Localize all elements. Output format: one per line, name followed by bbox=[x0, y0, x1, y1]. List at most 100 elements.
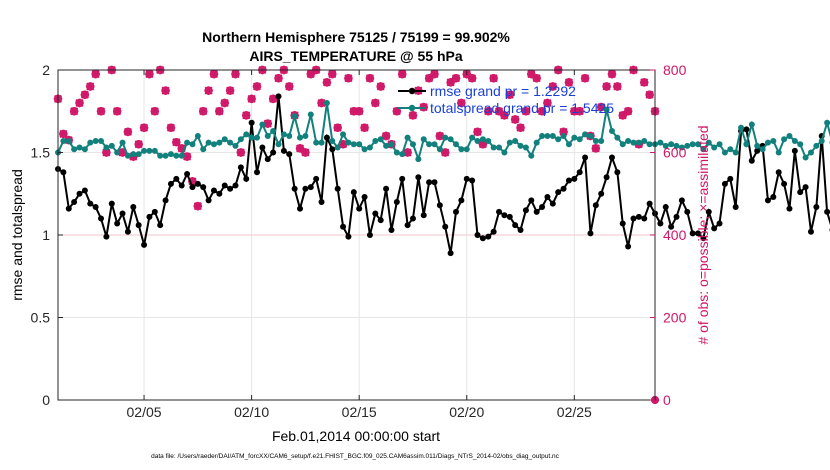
rmse-point bbox=[393, 199, 400, 205]
y-tick-label-left: 1.5 bbox=[31, 145, 51, 161]
totalspread-point bbox=[592, 137, 599, 144]
obs-assimilated-point bbox=[424, 74, 434, 83]
totalspread-point bbox=[323, 100, 330, 106]
obs-assimilated-point bbox=[59, 129, 68, 139]
rmse-point bbox=[377, 217, 384, 224]
obs-assimilated-point bbox=[69, 107, 79, 116]
rmse-point bbox=[205, 197, 212, 204]
totalspread-point bbox=[307, 111, 314, 118]
totalspread-point bbox=[366, 144, 373, 151]
rmse-point bbox=[791, 147, 798, 154]
rmse-point bbox=[630, 215, 637, 222]
obs-assimilated-point bbox=[236, 148, 246, 157]
rmse-point bbox=[442, 223, 449, 230]
rmse-point bbox=[673, 213, 680, 220]
totalspread-point bbox=[802, 154, 809, 161]
totalspread-point bbox=[178, 152, 185, 159]
y-tick-label-left: 0.5 bbox=[31, 310, 51, 326]
totalspread-point bbox=[512, 137, 519, 144]
rmse-point bbox=[194, 180, 201, 187]
rmse-point bbox=[340, 223, 347, 230]
obs-assimilated-point bbox=[220, 98, 229, 108]
rmse-point bbox=[200, 184, 207, 191]
obs-assimilated-point bbox=[478, 140, 488, 149]
totalspread-point bbox=[781, 136, 788, 143]
totalspread-point bbox=[678, 144, 685, 151]
rmse-point bbox=[130, 203, 137, 210]
rmse-point bbox=[635, 213, 642, 220]
obs-assimilated-point bbox=[274, 74, 283, 83]
rmse-point bbox=[87, 200, 94, 207]
obs-assimilated-point bbox=[188, 177, 197, 186]
rmse-point bbox=[695, 230, 702, 237]
obs-assimilated-point bbox=[398, 69, 407, 79]
rmse-point bbox=[705, 208, 712, 215]
rmse-point bbox=[323, 134, 330, 141]
y-axis-left-label: rmse and totalspread bbox=[9, 169, 25, 301]
obs-assimilated-point bbox=[349, 107, 359, 116]
totalspread-point bbox=[576, 136, 583, 143]
totalspread-point bbox=[243, 131, 250, 138]
totalspread-point bbox=[259, 121, 266, 128]
totalspread-point bbox=[297, 134, 304, 141]
totalspread-point bbox=[65, 137, 72, 144]
rmse-point bbox=[157, 222, 164, 229]
obs-assimilated-point bbox=[91, 69, 100, 79]
rmse-point bbox=[453, 208, 459, 215]
y-axis-right-label: # of obs: o=possible; ×=assimilated bbox=[695, 125, 711, 344]
totalspread-point bbox=[280, 131, 287, 138]
totalspread-point bbox=[630, 139, 637, 146]
totalspread-point bbox=[200, 146, 207, 153]
totalspread-point bbox=[291, 113, 298, 120]
totalspread-point bbox=[695, 141, 702, 148]
rmse-point bbox=[167, 180, 174, 187]
obs-assimilated-point bbox=[392, 107, 402, 116]
rmse-point bbox=[533, 208, 540, 215]
totalspread-point bbox=[264, 133, 271, 139]
rmse-point bbox=[549, 200, 556, 207]
rmse-point bbox=[571, 175, 578, 182]
legend-spread-marker bbox=[408, 104, 416, 112]
totalspread-point bbox=[528, 152, 535, 159]
y-tick-label-left: 2 bbox=[42, 62, 50, 78]
totalspread-point bbox=[501, 149, 508, 156]
rmse-point bbox=[802, 184, 809, 191]
rmse-point bbox=[178, 182, 185, 189]
rmse-point bbox=[619, 220, 626, 227]
totalspread-point bbox=[409, 141, 416, 148]
rmse-point bbox=[479, 235, 486, 242]
legend: rmse grand pr = 1.2292 totalspread grand… bbox=[398, 83, 614, 116]
rmse-point bbox=[119, 210, 126, 217]
rmse-point bbox=[592, 202, 599, 209]
rmse-point bbox=[775, 169, 782, 176]
totalspread-point bbox=[474, 137, 481, 144]
totalspread-point bbox=[549, 133, 556, 139]
obs-assimilated-point bbox=[177, 144, 186, 153]
obs-assimilated-point bbox=[381, 131, 391, 141]
rmse-point bbox=[280, 147, 287, 154]
obs-assimilated-point bbox=[102, 148, 111, 157]
totalspread-point bbox=[625, 137, 632, 144]
rmse-point bbox=[275, 93, 282, 100]
rmse-point bbox=[764, 197, 771, 204]
rmse-point bbox=[689, 230, 696, 237]
totalspread-point bbox=[539, 133, 546, 139]
rmse-point bbox=[668, 223, 675, 230]
obs-assimilated-point bbox=[602, 82, 611, 91]
rmse-point bbox=[366, 232, 373, 238]
totalspread-point bbox=[716, 141, 723, 148]
rmse-point bbox=[302, 185, 309, 192]
rmse-point bbox=[522, 207, 529, 214]
totalspread-point bbox=[393, 149, 400, 156]
rmse-point bbox=[807, 228, 814, 235]
obs-assimilated-point bbox=[344, 74, 353, 83]
rmse-point bbox=[458, 197, 465, 204]
rmse-point bbox=[490, 228, 497, 235]
rmse-point bbox=[786, 205, 793, 212]
rmse-point bbox=[813, 203, 820, 210]
rmse-point bbox=[108, 200, 115, 207]
totalspread-point bbox=[248, 134, 255, 141]
rmse-point bbox=[528, 197, 535, 204]
obs-assimilated-point bbox=[123, 127, 133, 137]
legend-rmse-label: rmse grand pr = 1.2292 bbox=[430, 83, 576, 99]
